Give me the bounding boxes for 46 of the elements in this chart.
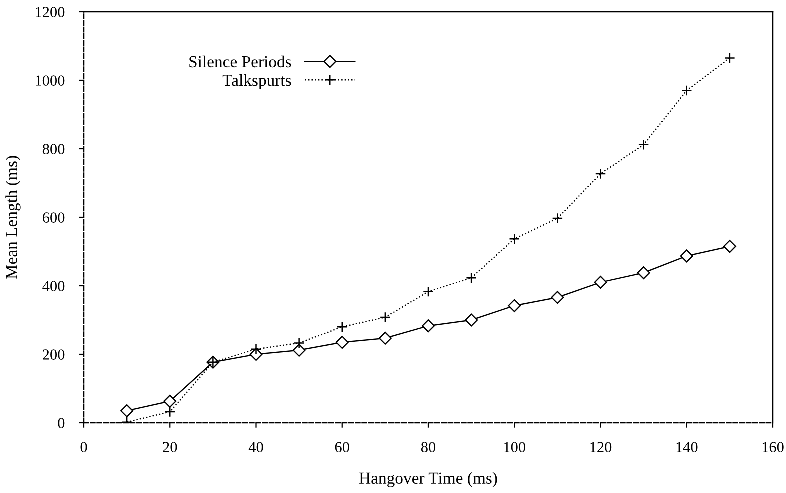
x-axis-title: Hangover Time (ms) <box>360 472 498 488</box>
y-tick-label: 600 <box>42 212 65 223</box>
point <box>508 299 522 312</box>
x-tick-label: 160 <box>762 442 784 452</box>
point <box>595 168 606 180</box>
point <box>294 338 305 349</box>
point <box>164 394 177 408</box>
point <box>423 286 434 298</box>
y-tick-label: 0 <box>58 418 65 428</box>
y-tick-label: 800 <box>42 144 65 154</box>
legend-label: Silence Periods <box>190 56 292 68</box>
y-tick-label: 400 <box>42 281 65 292</box>
point <box>723 240 736 254</box>
point <box>680 250 694 263</box>
x-tick-label: 40 <box>248 442 264 452</box>
point <box>336 322 348 333</box>
legend-label: Talkspurts <box>222 74 292 90</box>
point <box>637 266 650 280</box>
point <box>292 344 306 357</box>
point <box>378 332 392 345</box>
point <box>422 320 436 333</box>
point <box>594 276 608 290</box>
point <box>466 272 478 284</box>
point <box>380 312 391 323</box>
point <box>509 234 520 245</box>
x-tick-label: 120 <box>590 442 612 452</box>
y-tick-label: 200 <box>43 350 65 360</box>
y-tick-label: 1000 <box>36 76 65 86</box>
point <box>551 291 564 304</box>
x-tick-label: 20 <box>163 442 178 452</box>
point <box>250 344 262 355</box>
point <box>336 336 349 350</box>
point <box>552 213 564 224</box>
point <box>724 52 736 64</box>
point <box>465 314 478 327</box>
x-tick-label: 140 <box>676 442 698 452</box>
point <box>120 404 134 418</box>
point <box>638 139 650 150</box>
point <box>681 85 692 96</box>
x-tick-label: 0 <box>80 442 88 452</box>
x-tick-label: 60 <box>335 442 350 452</box>
y-tick-label: 1200 <box>36 7 65 18</box>
x-tick-label: 80 <box>421 442 436 452</box>
y-axis-title: Mean Length (ms) <box>6 156 21 280</box>
point <box>164 406 176 418</box>
x-tick-label: 100 <box>504 442 526 452</box>
